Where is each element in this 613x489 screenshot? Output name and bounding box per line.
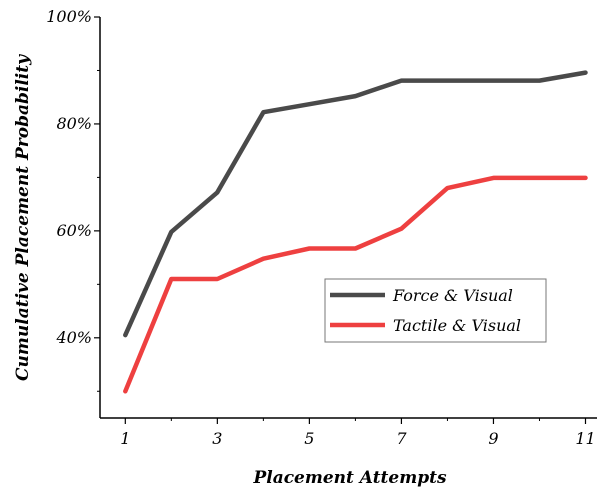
- y-tick-label: 100%: [46, 7, 92, 26]
- x-tick-label: 3: [212, 429, 222, 448]
- x-tick-label: 5: [304, 429, 314, 448]
- x-tick-label: 9: [488, 429, 498, 448]
- x-axis-title: Placement Attempts: [252, 468, 446, 488]
- y-tick-label: 60%: [56, 221, 92, 240]
- series-lines: [123, 70, 588, 394]
- legend-label-force-visual: Force & Visual: [392, 286, 513, 305]
- series-line-force-visual: [123, 70, 588, 338]
- x-tick-label: 1: [120, 429, 130, 448]
- x-ticks: 1 3 5 7 9 11: [120, 418, 596, 448]
- y-axis-title: Cumulative Placement Probability: [13, 54, 33, 381]
- legend-label-tactile-visual: Tactile & Visual: [393, 316, 521, 335]
- legend: Force & Visual Tactile & Visual: [324, 278, 547, 343]
- legend-box: [324, 278, 547, 343]
- y-tick-label: 80%: [56, 114, 92, 133]
- y-tick-label: 40%: [55, 328, 92, 347]
- y-axis: 40% 60% 80% 100%: [46, 7, 101, 418]
- x-tick-label: 7: [396, 429, 407, 448]
- series-line-tactile-visual: [123, 175, 588, 394]
- x-axis: 1 3 5 7 9 11: [100, 417, 597, 448]
- x-tick-label: 11: [575, 429, 595, 448]
- y-ticks: 40% 60% 80% 100%: [46, 7, 100, 392]
